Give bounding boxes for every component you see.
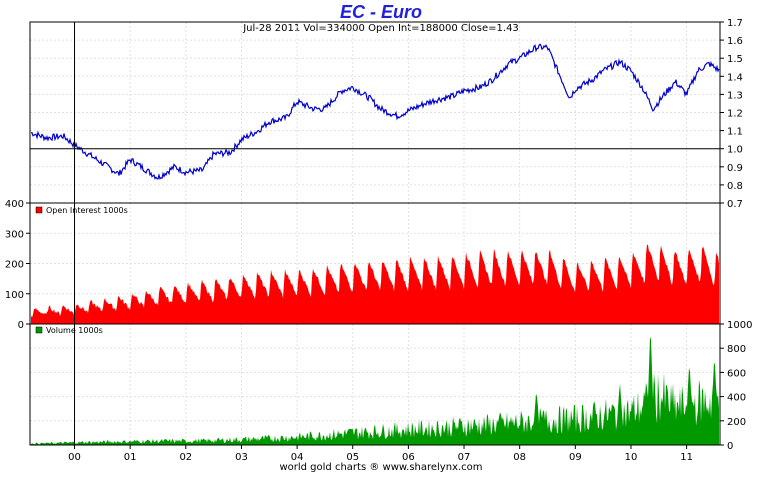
- price-tick-label: 1.7: [727, 18, 743, 29]
- price-tick-label: 1.2: [727, 109, 743, 120]
- price-tick-label: 0.7: [727, 199, 743, 210]
- price-axis: 0.7 0.8 0.9 1.0 1.1 1.2 1.3 1.4 1.5 1.6 1.7: [720, 18, 743, 210]
- chart-title: EC - Euro: [339, 2, 422, 22]
- vol-tick-label: 0: [727, 441, 733, 452]
- oi-tick-label: 300: [5, 229, 24, 240]
- oi-panel: 0 100 200 300 400 Open Interest 1000s: [5, 199, 721, 331]
- oi-tick-label: 200: [5, 260, 24, 271]
- x-tick-label: 05: [346, 452, 359, 463]
- vol-legend-swatch: [35, 326, 43, 334]
- x-tick-label: 03: [235, 452, 248, 463]
- oi-axis: 0 100 200 300 400: [5, 199, 30, 331]
- price-tick-label: 0.9: [727, 163, 743, 174]
- price-tick-label: 1.5: [727, 54, 743, 65]
- vol-tick-label: 600: [727, 368, 746, 379]
- x-axis: 00 01 02 03 04 05 06 07 08 09 10 11: [68, 445, 693, 463]
- vol-tick-label: 200: [727, 417, 746, 428]
- price-panel: 0.7 0.8 0.9 1.0 1.1 1.2 1.3 1.4 1.5 1.6 1.7: [29, 18, 743, 210]
- oi-legend: Open Interest 1000s: [46, 206, 128, 215]
- x-tick-label: 09: [569, 452, 582, 463]
- x-tick-label: 08: [513, 452, 526, 463]
- x-tick-label: 07: [458, 452, 471, 463]
- vol-frame: [29, 323, 721, 446]
- price-tick-label: 1.0: [727, 145, 743, 156]
- open-interest-area: [31, 244, 719, 324]
- x-tick-label: 02: [179, 452, 192, 463]
- price-tick-label: 0.8: [727, 181, 743, 192]
- footer-credit: world gold charts ® www.sharelynx.com: [279, 462, 483, 473]
- x-tick-label: 01: [124, 452, 137, 463]
- oi-legend-swatch: [35, 206, 43, 214]
- vol-tick-label: 400: [727, 393, 746, 404]
- vol-axis: 0 200 400 600 800 1000: [720, 320, 752, 452]
- price-tick-label: 1.6: [727, 36, 743, 47]
- oi-tick-label: 0: [18, 320, 24, 331]
- x-tick-label: 04: [291, 452, 304, 463]
- x-tick-label: 06: [402, 452, 415, 463]
- price-tick-label: 1.1: [727, 127, 743, 138]
- x-tick-label: 11: [680, 452, 693, 463]
- vol-tick-label: 1000: [727, 320, 752, 331]
- volume-area: [31, 336, 719, 445]
- quote-info: Jul-28 2011 Vol=334000 Open Int=188000 C…: [243, 23, 519, 34]
- x-tick-label: 10: [625, 452, 638, 463]
- price-tick-label: 1.3: [727, 90, 743, 101]
- oi-tick-label: 100: [5, 290, 24, 301]
- price-line: [30, 43, 720, 180]
- oi-tick-label: 400: [5, 199, 24, 210]
- x-tick-label: 00: [68, 452, 81, 463]
- vol-tick-label: 800: [727, 344, 746, 355]
- price-grid: [30, 22, 720, 203]
- price-tick-label: 1.4: [727, 72, 743, 83]
